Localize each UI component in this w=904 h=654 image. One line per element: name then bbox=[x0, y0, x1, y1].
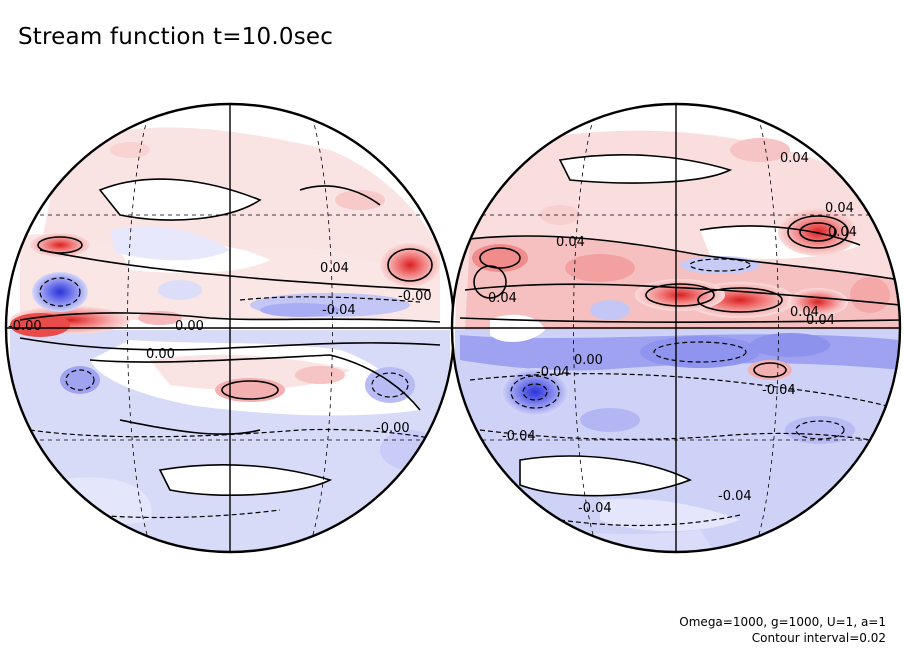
contour-label: -0.00 bbox=[8, 319, 42, 334]
contour-label: -0.04 bbox=[718, 489, 752, 504]
contour-label: 0.04 bbox=[828, 225, 857, 240]
contour-interval: Contour interval=0.02 bbox=[751, 631, 886, 645]
model-parameters: Omega=1000, g=1000, U=1, a=1 bbox=[679, 615, 886, 629]
contour-label: 0.04 bbox=[780, 151, 809, 166]
plot-title: Stream function t=10.0sec bbox=[18, 24, 334, 50]
contour-label: 0.04 bbox=[790, 305, 819, 320]
contour-label: 0.04 bbox=[556, 235, 585, 250]
contour-label: -0.04 bbox=[762, 383, 796, 398]
contour-label: -0.04 bbox=[322, 303, 356, 318]
contour-label: 0.00 bbox=[175, 319, 204, 334]
west-contour-labels: 0.04 -0.04 -0.00 0.00 0.00 -0.00 -0.00 bbox=[8, 261, 432, 436]
contour-label: -0.00 bbox=[398, 289, 432, 304]
contour-label: 0.04 bbox=[320, 261, 349, 276]
contour-label: 0.00 bbox=[574, 353, 603, 368]
contour-label: -0.04 bbox=[502, 429, 536, 444]
east-contour-labels: 0.04 0.04 0.04 0.04 0.04 0.04 0.00 -0.04… bbox=[488, 151, 857, 516]
contour-label: 0.04 bbox=[488, 291, 517, 306]
contour-label: -0.04 bbox=[578, 501, 612, 516]
contour-label: 0.04 bbox=[825, 201, 854, 216]
west-hemisphere bbox=[6, 104, 454, 552]
east-hemisphere-outline bbox=[450, 102, 902, 554]
contour-label: -0.00 bbox=[376, 421, 410, 436]
parameters-note: Omega=1000, g=1000, U=1, a=1 Contour int… bbox=[679, 614, 886, 646]
contour-label: 0.00 bbox=[146, 347, 175, 362]
east-hemisphere bbox=[452, 104, 900, 552]
contour-label: 0.04 bbox=[806, 313, 835, 328]
contour-label: -0.04 bbox=[536, 365, 570, 380]
